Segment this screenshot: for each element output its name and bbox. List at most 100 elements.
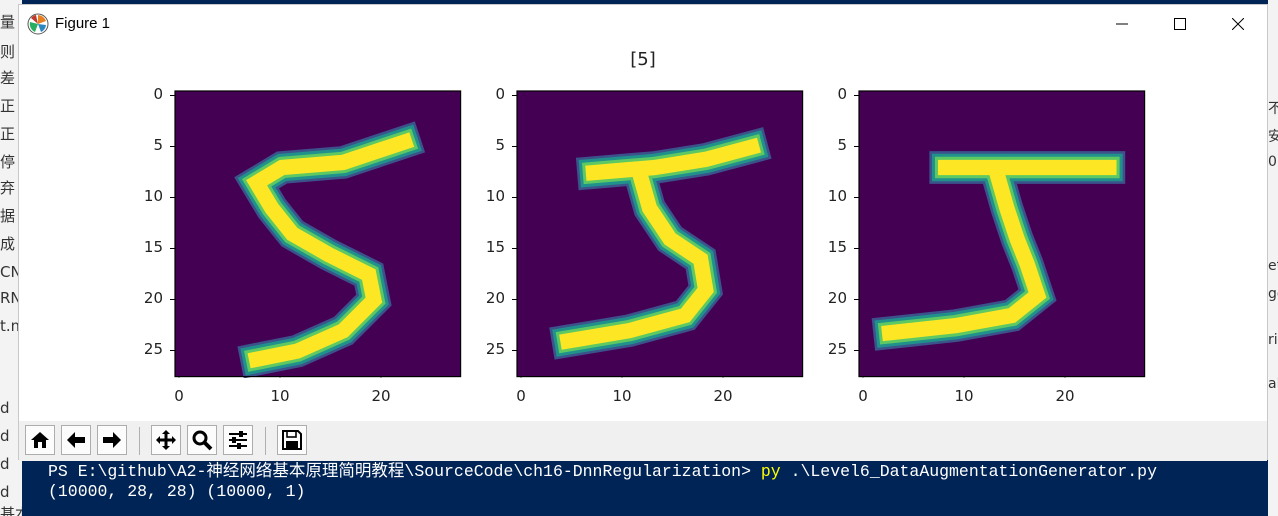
y-tick-mark	[854, 146, 859, 147]
y-tick-label: 25	[485, 340, 505, 358]
y-tick-label: 15	[485, 238, 505, 256]
background-text: t.m	[0, 317, 22, 335]
navigation-toolbar	[19, 421, 1267, 461]
y-tick-label: 0	[837, 85, 847, 103]
y-tick-label: 5	[837, 136, 847, 154]
y-tick-mark	[170, 350, 175, 351]
figure-canvas[interactable]: [5] 0 10 20 0 5 10 15 20 25 0 10 20 0 5 10 15 20 25 0 10 20 0…	[19, 43, 1267, 421]
back-button[interactable]	[61, 425, 91, 455]
terminal-command: py	[760, 462, 781, 481]
y-tick-mark	[512, 146, 517, 147]
x-tick-label: 20	[713, 386, 733, 405]
axes-frame	[516, 90, 804, 378]
y-tick-label: 25	[827, 340, 847, 358]
minimize-button[interactable]	[1093, 5, 1151, 43]
y-tick-label: 5	[495, 136, 505, 154]
x-tick-label: 0	[516, 386, 526, 405]
configure-subplots-icon	[229, 431, 247, 449]
home-button[interactable]	[25, 425, 55, 455]
digit-stroke	[585, 137, 761, 181]
x-tick-label: 10	[954, 386, 974, 405]
x-tick-label: 10	[612, 386, 632, 405]
background-text: 停	[0, 153, 16, 171]
home-icon	[31, 432, 49, 448]
zoom-button[interactable]	[187, 425, 217, 455]
y-tick-label: 15	[827, 238, 847, 256]
digit-image-panel-2	[516, 90, 804, 378]
maximize-icon	[1174, 18, 1186, 30]
save-button[interactable]	[277, 425, 307, 455]
y-tick-mark	[512, 197, 517, 198]
y-tick-label: 10	[485, 187, 505, 205]
terminal-prompt: PS E:\github\A2-神经网络基本原理简明教程\SourceCode\…	[48, 462, 761, 481]
y-tick-mark	[854, 248, 859, 249]
window-title: Figure 1	[55, 15, 111, 32]
background-text: d	[0, 399, 10, 417]
background-text: 成	[0, 235, 16, 253]
digit-image-panel-1	[174, 90, 462, 378]
background-text: 量	[0, 13, 16, 31]
axes-frame	[858, 90, 1146, 378]
digit-image-panel-3	[858, 90, 1146, 378]
background-text: 据	[0, 207, 16, 225]
y-tick-mark	[170, 299, 175, 300]
y-tick-mark	[512, 248, 517, 249]
x-tick-label: 0	[174, 386, 184, 405]
matplotlib-icon	[27, 13, 49, 35]
digit-stroke	[246, 132, 415, 369]
y-tick-mark	[512, 299, 517, 300]
figure-window: Figure 1 [5] 0 10 20 0 5 10 15 20 25 0 10 20 0 5 10 15 2…	[18, 4, 1268, 461]
close-icon	[1232, 18, 1244, 30]
y-tick-mark	[512, 350, 517, 351]
background-text: RN	[0, 289, 22, 307]
terminal-args: .\Level6_DataAugmentationGenerator.py	[780, 462, 1157, 481]
y-tick-mark	[170, 248, 175, 249]
y-tick-label: 0	[495, 85, 505, 103]
y-tick-label: 25	[143, 340, 163, 358]
y-tick-label: 10	[827, 187, 847, 205]
x-tick-label: 20	[371, 386, 391, 405]
back-arrow-icon	[67, 432, 85, 448]
pan-button[interactable]	[151, 425, 181, 455]
toolbar-separator	[265, 427, 266, 455]
y-tick-label: 5	[153, 136, 163, 154]
background-text: 0	[1268, 154, 1277, 170]
toolbar-separator	[139, 427, 140, 455]
background-text: 则	[0, 43, 16, 61]
maximize-button[interactable]	[1151, 5, 1209, 43]
pan-icon	[156, 430, 176, 450]
x-tick-label: 0	[858, 386, 868, 405]
background-text: d	[0, 483, 10, 501]
terminal-output: PS E:\github\A2-神经网络基本原理简明教程\SourceCode\…	[48, 462, 1258, 512]
y-tick-mark	[854, 350, 859, 351]
save-icon	[282, 430, 302, 450]
title-bar[interactable]: Figure 1	[19, 5, 1267, 43]
background-text: ri	[1268, 332, 1278, 348]
background-window-right: 不安 0 et ge ri al	[1268, 0, 1278, 516]
digit-stroke	[881, 163, 1047, 342]
background-text: CN	[0, 263, 22, 281]
configure-subplots-button[interactable]	[223, 425, 253, 455]
background-text: 正	[0, 97, 16, 115]
y-tick-mark	[170, 197, 175, 198]
y-tick-mark	[170, 95, 175, 96]
y-tick-label: 0	[153, 85, 163, 103]
background-text: 不	[1268, 101, 1278, 117]
background-text: 安	[1268, 129, 1278, 145]
y-tick-mark	[170, 146, 175, 147]
x-tick-label: 20	[1055, 386, 1075, 405]
y-tick-label: 15	[143, 238, 163, 256]
x-tick-label: 10	[270, 386, 290, 405]
y-tick-label: 20	[485, 289, 505, 307]
background-text: 弃	[0, 179, 16, 197]
minimize-icon	[1116, 23, 1128, 25]
axes-frame	[174, 90, 462, 378]
forward-button[interactable]	[97, 425, 127, 455]
figure-title: [5]	[630, 49, 656, 70]
background-text: d	[0, 427, 10, 445]
y-tick-mark	[854, 299, 859, 300]
y-tick-mark	[854, 95, 859, 96]
y-tick-label: 20	[827, 289, 847, 307]
close-button[interactable]	[1209, 5, 1267, 43]
